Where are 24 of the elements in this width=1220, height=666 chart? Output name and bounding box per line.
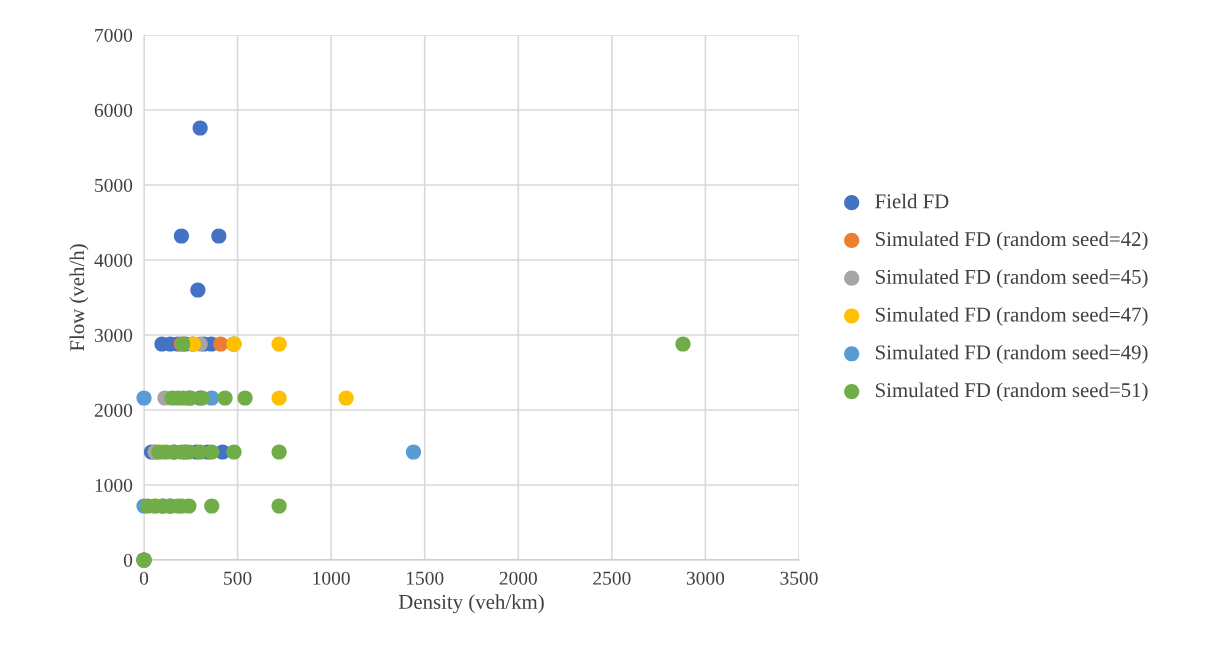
y-tick-label: 1000 bbox=[95, 478, 133, 492]
y-tick-label: 0 bbox=[123, 553, 133, 567]
x-tick-label: 3500 bbox=[780, 571, 818, 585]
y-tick-label: 7000 bbox=[95, 28, 133, 42]
x-tick-label: 0 bbox=[139, 571, 149, 585]
y-tick-label: 5000 bbox=[95, 178, 133, 192]
y-axis-title: Flow (veh/h) bbox=[69, 244, 89, 351]
x-tick-label: 1000 bbox=[313, 571, 350, 585]
legend-label: Simulated FD (random seed=45) bbox=[875, 269, 1148, 289]
y-tick-label: 2000 bbox=[94, 403, 133, 417]
x-tick-label: 2500 bbox=[593, 571, 631, 585]
legend-label: Simulated FD (random seed=42) bbox=[875, 231, 1148, 251]
x-tick-label: 3000 bbox=[686, 571, 725, 585]
x-tick-label: 1500 bbox=[406, 571, 444, 585]
y-tick-label: 3000 bbox=[94, 328, 133, 342]
x-tick-label: 500 bbox=[224, 571, 252, 585]
legend-label: Field FD bbox=[875, 193, 949, 209]
x-tick-label: 2000 bbox=[499, 571, 537, 585]
y-tick-label: 4000 bbox=[94, 253, 133, 267]
y-tick-label: 6000 bbox=[94, 103, 133, 117]
legend-label: Simulated FD (random seed=47) bbox=[875, 307, 1148, 326]
x-axis-title: Density (veh/km) bbox=[398, 594, 544, 614]
legend-label: Simulated FD (random seed=51) bbox=[875, 382, 1148, 402]
legend-label: Simulated FD (random seed=49) bbox=[875, 344, 1148, 364]
